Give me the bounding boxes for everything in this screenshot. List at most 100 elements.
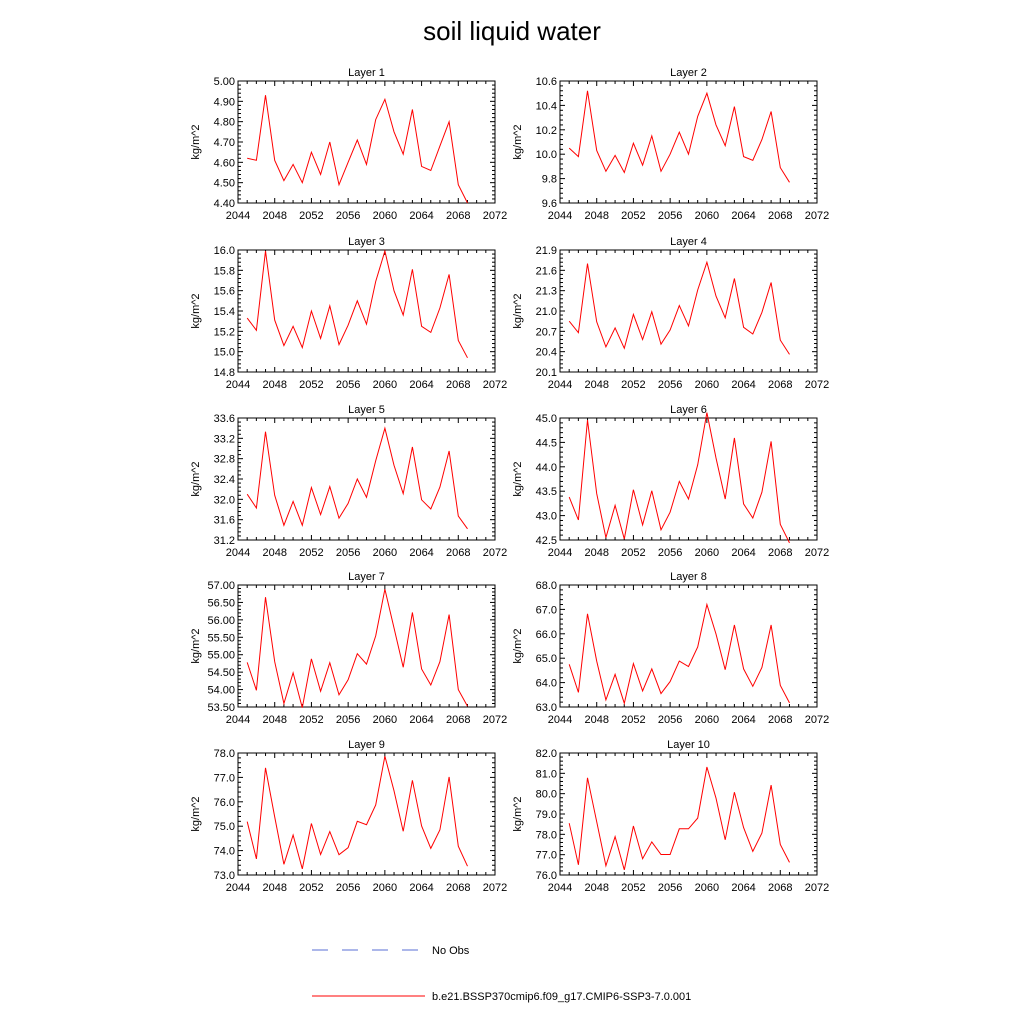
series-line bbox=[247, 95, 468, 204]
x-tick-label: 2052 bbox=[299, 882, 323, 894]
chart-panel-9: Layer 9 kg/m^2 2044 2048 2052 2056 2060 2064 206… bbox=[190, 739, 507, 894]
panel-title: Layer 6 bbox=[670, 404, 707, 416]
x-tick-label: 2052 bbox=[299, 379, 323, 391]
y-axis-label: kg/m^2 bbox=[190, 796, 202, 831]
panel-title: Layer 7 bbox=[348, 571, 385, 583]
x-tick-label: 2060 bbox=[695, 714, 719, 726]
x-tick-label: 2072 bbox=[483, 714, 507, 726]
y-tick-label: 15.0 bbox=[214, 347, 235, 359]
chart-panel-4: Layer 4 kg/m^2 2044 2048 2052 2056 2060 2064 206… bbox=[512, 236, 829, 391]
y-axis-label: kg/m^2 bbox=[512, 293, 524, 328]
y-tick-label: 9.6 bbox=[542, 198, 557, 210]
y-tick-label: 42.5 bbox=[536, 535, 557, 547]
y-tick-label: 4.40 bbox=[214, 198, 235, 210]
x-tick-label: 2060 bbox=[695, 882, 719, 894]
y-tick-label: 32.8 bbox=[214, 454, 235, 466]
y-tick-label: 21.3 bbox=[536, 286, 557, 298]
x-tick-label: 2068 bbox=[768, 210, 792, 222]
y-tick-label: 73.0 bbox=[214, 870, 235, 882]
y-tick-label: 21.9 bbox=[536, 245, 557, 257]
x-tick-label: 2044 bbox=[226, 882, 250, 894]
x-tick-label: 2060 bbox=[695, 210, 719, 222]
x-tick-label: 2072 bbox=[805, 379, 829, 391]
x-tick-label: 2052 bbox=[299, 714, 323, 726]
y-tick-label: 76.0 bbox=[536, 870, 557, 882]
x-tick-label: 2052 bbox=[299, 210, 323, 222]
x-tick-label: 2060 bbox=[695, 547, 719, 559]
y-tick-label: 20.1 bbox=[536, 367, 557, 379]
y-tick-label: 44.0 bbox=[536, 462, 557, 474]
y-tick-label: 4.60 bbox=[214, 157, 235, 169]
y-tick-label: 77.0 bbox=[214, 772, 235, 784]
y-axis-label: kg/m^2 bbox=[190, 628, 202, 663]
x-tick-label: 2048 bbox=[584, 882, 608, 894]
y-tick-label: 32.4 bbox=[214, 474, 235, 486]
y-tick-label: 21.6 bbox=[536, 265, 557, 277]
chart-panel-1: Layer 1 kg/m^2 2044 2048 2052 2056 2060 2064 206… bbox=[190, 67, 507, 222]
y-tick-label: 4.90 bbox=[214, 96, 235, 108]
x-tick-label: 2072 bbox=[483, 547, 507, 559]
y-tick-label: 78.0 bbox=[536, 829, 557, 841]
x-tick-label: 2064 bbox=[731, 882, 755, 894]
series-line bbox=[246, 756, 468, 870]
y-tick-label: 4.70 bbox=[214, 137, 235, 149]
x-tick-label: 2048 bbox=[262, 882, 286, 894]
legend-model-label: b.e21.BSSP370cmip6.f09_g17.CMIP6-SSP3-7.… bbox=[432, 991, 691, 1003]
y-tick-label: 21.0 bbox=[536, 306, 557, 318]
x-tick-label: 2056 bbox=[336, 379, 360, 391]
x-tick-label: 2072 bbox=[483, 882, 507, 894]
panel-title: Layer 10 bbox=[667, 739, 710, 751]
x-tick-label: 2068 bbox=[446, 714, 470, 726]
x-tick-label: 2068 bbox=[446, 210, 470, 222]
y-tick-label: 33.6 bbox=[214, 413, 235, 425]
y-tick-label: 20.4 bbox=[536, 347, 557, 359]
x-tick-label: 2060 bbox=[373, 210, 397, 222]
y-tick-label: 32.0 bbox=[214, 494, 235, 506]
y-tick-label: 78.0 bbox=[214, 748, 235, 760]
x-tick-label: 2060 bbox=[373, 882, 397, 894]
x-tick-label: 2068 bbox=[768, 379, 792, 391]
series-line bbox=[568, 412, 790, 544]
x-tick-label: 2044 bbox=[548, 379, 572, 391]
x-tick-label: 2068 bbox=[768, 547, 792, 559]
y-tick-label: 77.0 bbox=[536, 850, 557, 862]
x-tick-label: 2056 bbox=[658, 547, 682, 559]
x-tick-label: 2048 bbox=[584, 210, 608, 222]
x-tick-label: 2072 bbox=[805, 714, 829, 726]
x-tick-label: 2064 bbox=[409, 882, 433, 894]
plot-frame bbox=[237, 417, 496, 541]
y-tick-label: 15.6 bbox=[214, 286, 235, 298]
series-line bbox=[568, 766, 790, 871]
x-tick-label: 2056 bbox=[658, 210, 682, 222]
x-tick-label: 2048 bbox=[584, 547, 608, 559]
y-tick-label: 75.0 bbox=[214, 821, 235, 833]
y-tick-label: 43.5 bbox=[536, 486, 557, 498]
x-tick-label: 2072 bbox=[483, 379, 507, 391]
chart-panels: Layer 1 kg/m^2 2044 2048 2052 2056 2060 2064 206… bbox=[190, 67, 829, 894]
y-tick-label: 9.8 bbox=[542, 174, 557, 186]
chart-panel-8: Layer 8 kg/m^2 2044 2048 2052 2056 2060 2064 206… bbox=[512, 571, 829, 726]
y-tick-label: 65.0 bbox=[536, 653, 557, 665]
y-tick-label: 15.8 bbox=[214, 265, 235, 277]
y-tick-label: 74.0 bbox=[214, 846, 235, 858]
y-tick-label: 31.6 bbox=[214, 515, 235, 527]
y-tick-label: 55.00 bbox=[207, 650, 235, 662]
x-tick-label: 2044 bbox=[548, 882, 572, 894]
x-tick-label: 2068 bbox=[446, 547, 470, 559]
x-tick-label: 2072 bbox=[805, 882, 829, 894]
plot-frame bbox=[559, 80, 818, 204]
x-tick-label: 2048 bbox=[584, 379, 608, 391]
x-tick-label: 2068 bbox=[446, 882, 470, 894]
y-tick-label: 4.50 bbox=[214, 178, 235, 190]
y-axis-label: kg/m^2 bbox=[512, 461, 524, 496]
x-tick-label: 2048 bbox=[262, 210, 286, 222]
y-tick-label: 45.0 bbox=[536, 413, 557, 425]
y-axis-label: kg/m^2 bbox=[190, 461, 202, 496]
x-tick-label: 2064 bbox=[731, 714, 755, 726]
x-tick-label: 2064 bbox=[731, 379, 755, 391]
panel-title: Layer 3 bbox=[348, 236, 385, 248]
panel-title: Layer 8 bbox=[670, 571, 707, 583]
x-tick-label: 2060 bbox=[373, 379, 397, 391]
panel-title: Layer 1 bbox=[348, 67, 385, 79]
